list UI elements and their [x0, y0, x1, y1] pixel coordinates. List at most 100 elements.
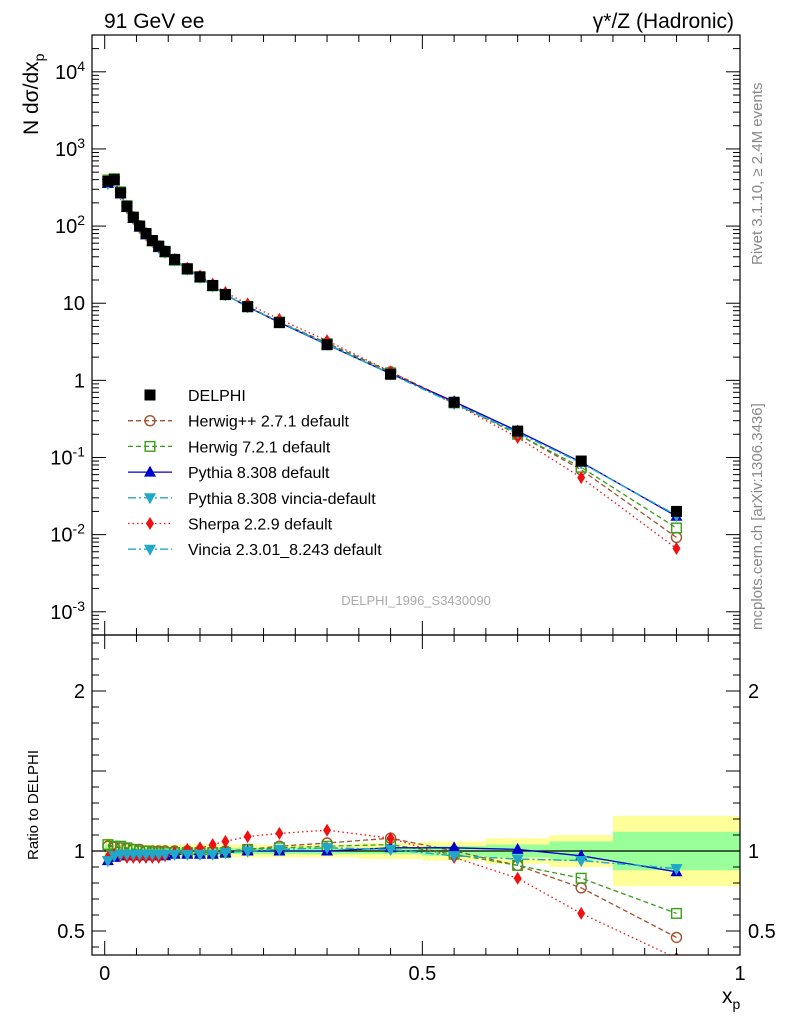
legend-entry-herwig-7-2-1-default: Herwig 7.2.1 default	[128, 439, 331, 456]
main-point-delphi-14	[219, 288, 231, 300]
x-tick-label-1: 0.5	[408, 963, 436, 985]
ratio-point-sherpa-2-2-9-default-17	[323, 823, 332, 837]
ratio-point-herwig-7-2-1-default-0	[102, 839, 114, 851]
ratio-point-sherpa-2-2-9-default-20	[513, 871, 522, 885]
main-point-delphi-22	[670, 505, 682, 517]
ratio-point-sherpa-2-2-9-default-15	[243, 830, 252, 844]
legend-marker-herwig-2-7-1-default	[144, 415, 156, 427]
header-left-label: 91 GeV ee	[104, 10, 204, 33]
main-y-tick-label-2: 102	[55, 212, 85, 238]
ratio-y-tick-label-right-2: 0.5	[748, 921, 776, 943]
ratio-point-vincia-2-3-01-8-243-default-18	[384, 844, 397, 856]
ratio-line-herwig-2-7-1-default	[107, 837, 677, 938]
legend-marker-vincia-2-3-01-8-243-default	[144, 544, 156, 556]
ratio-point-vincia-2-3-01-8-243-default-15	[241, 846, 254, 858]
legend-marker-herwig-7-2-1-default	[144, 440, 156, 452]
ratio-point-sherpa-2-2-9-default-21	[577, 906, 586, 920]
ratio-point-vincia-2-3-01-8-243-default-19	[448, 851, 461, 863]
legend-label-pythia-8-308-vincia-default: Pythia 8.308 vincia-default	[188, 491, 376, 508]
main-point-delphi-3	[121, 200, 133, 212]
main-y-tick-label-3: 10	[63, 293, 85, 315]
ratio-point-vincia-2-3-01-8-243-default-21	[575, 856, 588, 868]
main-point-delphi-18	[385, 368, 397, 380]
ratio-point-vincia-2-3-01-8-243-default-0	[101, 856, 114, 868]
legend-marker-sherpa-2-2-9-default	[146, 517, 154, 530]
main-point-delphi-4	[127, 211, 139, 223]
ratio-point-vincia-2-3-01-8-243-default-14	[219, 848, 232, 860]
ratio-point-pythia-8-308-default-19	[448, 841, 461, 853]
main-point-delphi-20	[512, 425, 524, 437]
main-point-delphi-1	[108, 174, 120, 186]
main-point-herwig-7-2-1-default-22	[670, 522, 682, 534]
side-text-top: Rivet 3.1.10, ≥ 2.4M events	[749, 83, 766, 266]
x-tick-label-2: 1	[734, 963, 745, 985]
main-point-delphi-5	[134, 220, 146, 232]
legend-label-delphi: DELPHI	[188, 388, 246, 405]
main-y-tick-label-0: 104	[55, 58, 85, 84]
legend-label-vincia-2-3-01-8-243-default: Vincia 2.3.01_8.243 default	[188, 542, 382, 559]
main-point-delphi-13	[207, 279, 219, 291]
ratio-point-sherpa-2-2-9-default-13	[208, 838, 217, 852]
ratio-point-vincia-2-3-01-8-243-default-16	[273, 844, 286, 856]
ratio-y-tick-label-right-1: 1	[748, 841, 759, 863]
ratio-y-tick-label-left-0: 2	[74, 681, 85, 703]
main-y-tick-label-6: 10-2	[50, 521, 85, 547]
header-right-label: γ*/Z (Hadronic)	[593, 10, 734, 33]
main-point-delphi-19	[448, 396, 460, 408]
legend-label-herwig-2-7-1-default: Herwig++ 2.7.1 default	[188, 414, 350, 431]
legend-label-sherpa-2-2-9-default: Sherpa 2.2.9 default	[188, 517, 333, 534]
ratio-point-vincia-2-3-01-8-243-default-11	[181, 849, 194, 861]
main-point-delphi-2	[115, 187, 127, 199]
legend-entry-herwig-2-7-1-default: Herwig++ 2.7.1 default	[128, 414, 350, 431]
main-y-tick-label-5: 10-1	[50, 444, 85, 470]
ratio-point-sherpa-2-2-9-default-18	[386, 831, 395, 845]
main-series-delphi	[102, 174, 682, 517]
ratio-point-vincia-2-3-01-8-243-default-20	[511, 854, 524, 866]
ratio-point-vincia-2-3-01-8-243-default-10	[168, 849, 181, 861]
ratio-y-tick-label-left-2: 0.5	[57, 921, 85, 943]
ratio-point-vincia-2-3-01-8-243-default-22	[670, 864, 683, 876]
ratio-frame	[91, 634, 741, 956]
main-series-herwig-2-7-1-default	[102, 173, 683, 544]
legend-label-pythia-8-308-default: Pythia 8.308 default	[188, 465, 330, 482]
side-text-bottom: mcplots.cern.ch [arXiv:1306.3436]	[749, 403, 766, 630]
ratio-series-group	[101, 823, 683, 955]
main-series-group	[101, 173, 683, 556]
ratio-y-tick-label-left-1: 1	[74, 841, 85, 863]
main-point-delphi-16	[273, 317, 285, 329]
legend: DELPHI Herwig++ 2.7.1 default Herwig 7.2.1…	[128, 388, 382, 559]
main-point-delphi-21	[575, 455, 587, 467]
legend-entry-pythia-8-308-default: Pythia 8.308 default	[128, 465, 330, 482]
ratio-point-sherpa-2-2-9-default-14	[221, 834, 230, 848]
x-tick-label-0: 0	[99, 963, 110, 985]
ratio-series-vincia-2-3-01-8-243-default	[101, 843, 683, 876]
ratio-y-axis-label: Ratio to DELPHI	[25, 750, 42, 860]
main-point-delphi-7	[146, 235, 158, 247]
main-y-tick-label-1: 103	[55, 135, 85, 161]
legend-marker-pythia-8-308-default	[144, 465, 156, 477]
main-point-sherpa-2-2-9-default-22	[672, 542, 681, 556]
watermark-label: DELPHI_1996_S3430090	[341, 593, 491, 608]
ratio-point-vincia-2-3-01-8-243-default-13	[206, 849, 219, 861]
ratio-point-vincia-2-3-01-8-243-default-9	[159, 849, 172, 861]
ratio-point-pythia-8-308-default-20	[511, 842, 524, 854]
ratio-point-herwig-7-2-1-default-21	[575, 872, 587, 884]
ratio-y-tick-label-right-0: 2	[748, 681, 759, 703]
ratio-point-herwig-2-7-1-default-22	[670, 931, 683, 944]
ratio-point-vincia-2-3-01-8-243-default-17	[321, 843, 334, 855]
main-point-sherpa-2-2-9-default-21	[577, 471, 586, 485]
legend-marker-pythia-8-308-vincia-default	[144, 493, 156, 505]
ratio-point-vincia-2-3-01-8-243-default-12	[194, 849, 206, 861]
main-point-delphi-15	[242, 301, 254, 313]
main-point-delphi-9	[159, 245, 171, 257]
ratio-point-herwig-7-2-1-default-22	[670, 907, 682, 919]
legend-entry-pythia-8-308-vincia-default: Pythia 8.308 vincia-default	[128, 491, 376, 508]
main-y-tick-label-7: 10-3	[50, 598, 85, 624]
main-point-delphi-12	[194, 271, 206, 283]
legend-entry-vincia-2-3-01-8-243-default: Vincia 2.3.01_8.243 default	[128, 542, 382, 559]
legend-entry-sherpa-2-2-9-default: Sherpa 2.2.9 default	[128, 517, 333, 534]
main-line-herwig-2-7-1-default	[107, 178, 677, 538]
main-point-delphi-17	[321, 339, 333, 351]
main-y-tick-label-4: 1	[74, 370, 85, 392]
